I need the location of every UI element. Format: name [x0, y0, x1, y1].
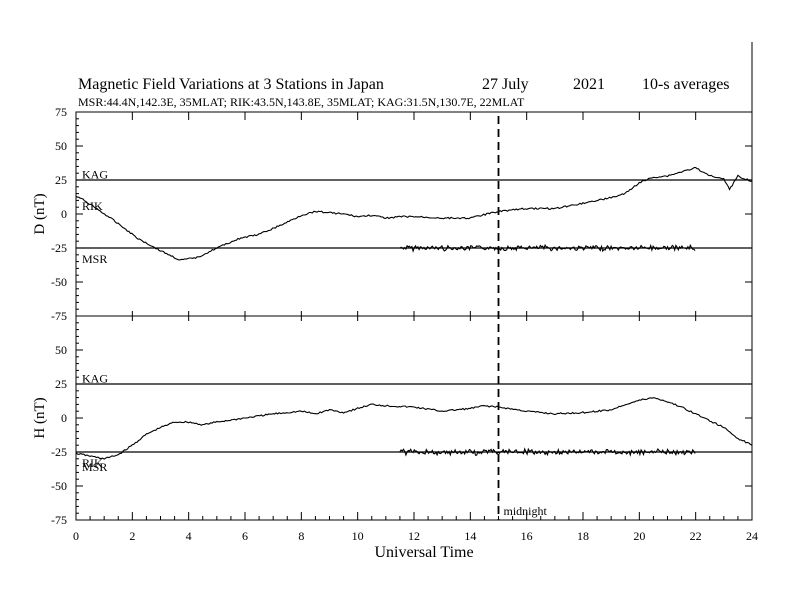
trace-msr	[399, 243, 696, 253]
panel-h-frame	[75, 315, 753, 521]
panel-h-traces	[75, 397, 753, 460]
x-tick-label: 20	[633, 529, 645, 543]
midnight-label: midnight	[504, 504, 548, 518]
y-tick-label: -50	[51, 275, 67, 289]
y-tick-label: 0	[61, 207, 67, 221]
x-tick-label: 24	[746, 529, 758, 543]
trace-rik	[75, 397, 753, 460]
trace-rik	[75, 166, 753, 261]
x-tick-label: 0	[73, 529, 79, 543]
panel-d-yaxis: 75 50 25 0 -25 -50 -75	[51, 105, 752, 323]
chart-averaging: 10-s averages	[642, 76, 730, 93]
station-label-msr: MSR	[82, 460, 107, 474]
x-tick-label: 16	[521, 529, 533, 543]
panel-h-yaxis: 50 25 0 -25 -50 -75	[51, 315, 752, 527]
x-tick-label: 2	[129, 529, 135, 543]
station-label-kag: KAG	[82, 372, 108, 386]
x-tick-label: 14	[464, 529, 476, 543]
x-tick-label: 18	[577, 529, 589, 543]
y-tick-label: 25	[55, 173, 67, 187]
chart-title: Magnetic Field Variations at 3 Stations …	[78, 76, 384, 93]
y-tick-label: -75	[51, 309, 67, 323]
panel-d-ylabel: D (nT)	[32, 193, 48, 234]
station-label-rik: RIK	[82, 456, 103, 470]
chart-year: 2021	[573, 76, 605, 93]
y-tick-label: -25	[51, 241, 67, 255]
y-tick-label: 50	[55, 343, 67, 357]
chart-date: 27 July	[482, 76, 529, 93]
station-coordinates: MSR:44.4N,142.3E, 35MLAT; RIK:43.5N,143.…	[78, 95, 525, 109]
panel-h-ylabel: H (nT)	[32, 397, 48, 438]
station-label-kag: KAG	[82, 168, 108, 182]
x-tick-label: 22	[690, 529, 702, 543]
panel-d-traces	[75, 166, 753, 261]
y-tick-label: 50	[55, 139, 67, 153]
y-tick-label: -75	[51, 513, 67, 527]
x-tick-label: 10	[352, 529, 364, 543]
y-tick-label: 75	[55, 105, 67, 119]
y-tick-label: -25	[51, 445, 67, 459]
x-tick-label: 6	[242, 529, 248, 543]
station-label-msr: MSR	[82, 252, 107, 266]
trace-msr	[399, 447, 696, 457]
x-tick-label: 8	[298, 529, 304, 543]
x-axis-label: Universal Time	[374, 544, 473, 561]
x-tick-label: 4	[186, 529, 192, 543]
y-tick-label: 0	[61, 411, 67, 425]
y-tick-label: -50	[51, 479, 67, 493]
x-axis: 0 2 4 6 8 10 12 14 16 18 20 22 24	[73, 112, 758, 543]
y-tick-label: 25	[55, 377, 67, 391]
x-tick-label: 12	[408, 529, 420, 543]
panel-d-frame	[75, 111, 753, 317]
